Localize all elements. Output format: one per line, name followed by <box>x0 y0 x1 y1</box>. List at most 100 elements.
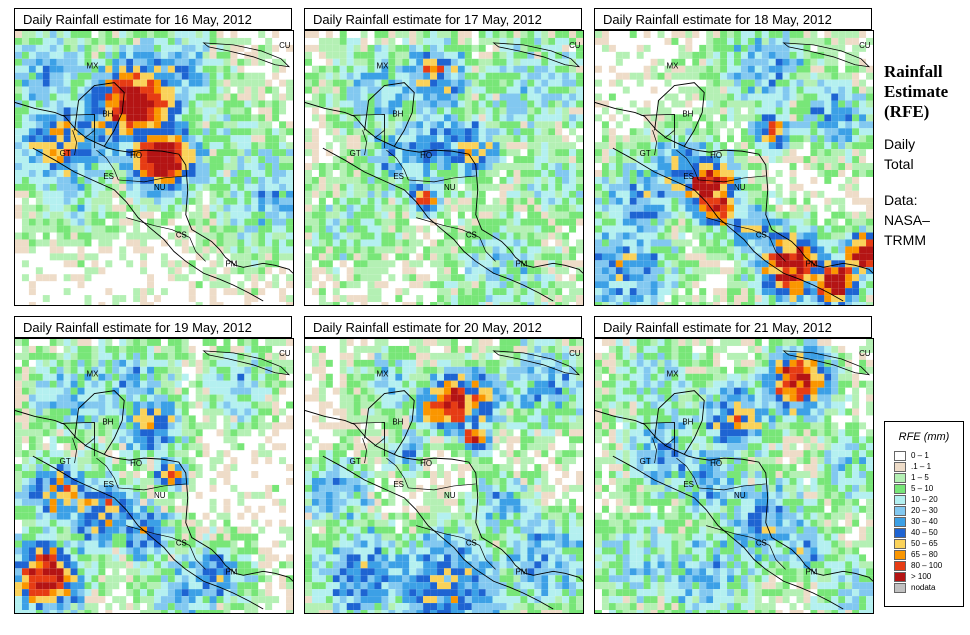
country-label: ES <box>103 172 114 181</box>
country-border <box>416 525 480 546</box>
country-label: ES <box>103 480 114 489</box>
rainfall-map: MX CU BH GT HO ES NU CS PM <box>304 30 584 306</box>
country-border <box>386 149 409 181</box>
country-border <box>189 545 206 570</box>
country-border <box>362 130 367 156</box>
country-label: NU <box>444 183 456 192</box>
legend-item: 5 – 10 <box>894 483 963 494</box>
legend-label: nodata <box>911 583 936 592</box>
country-label: PM <box>515 259 527 268</box>
country-label: HO <box>130 459 142 468</box>
country-label: GT <box>640 149 651 158</box>
legend-swatch <box>894 462 906 472</box>
pacific-coastline <box>322 147 554 302</box>
legend-swatch <box>894 583 906 593</box>
country-label: PM <box>225 259 237 268</box>
country-label: MX <box>666 370 679 379</box>
pacific-coastline <box>612 455 844 610</box>
country-label: ES <box>393 172 404 181</box>
rainfall-cells <box>15 31 293 305</box>
pacific-coastline <box>612 147 844 302</box>
country-label: PM <box>805 259 817 268</box>
caribbean-coastline <box>595 102 873 274</box>
country-border <box>118 483 186 491</box>
country-label: MX <box>376 370 389 379</box>
rainfall-map: MX CU BH GT HO ES NU CS PM <box>594 338 874 614</box>
country-border <box>118 175 186 183</box>
country-border <box>652 130 657 156</box>
rainfall-map-canvas: MX CU BH GT HO ES NU CS PM <box>15 339 293 613</box>
legend-item: nodata <box>894 582 963 593</box>
cuba-outline <box>782 42 871 68</box>
legend-swatch <box>894 572 906 582</box>
legend-label: 40 – 50 <box>911 528 938 537</box>
country-border <box>706 525 770 546</box>
rainfall-map-canvas: MX CU BH GT HO ES NU CS PM <box>305 339 583 613</box>
legend-item: 0 – 1 <box>894 450 963 461</box>
country-label: BH <box>392 417 403 426</box>
country-label: BH <box>102 417 113 426</box>
rainfall-map: MX CU BH GT HO ES NU CS PM <box>594 30 874 306</box>
caribbean-coastline <box>595 410 873 582</box>
cuba-outline <box>492 42 581 68</box>
country-label: PM <box>515 567 527 576</box>
legend-item: 10 – 20 <box>894 494 963 505</box>
country-label: NU <box>154 183 166 192</box>
country-border <box>769 545 786 570</box>
title-line: Rainfall <box>884 62 943 81</box>
rainfall-map-panel: Daily Rainfall estimate for 17 May, 2012… <box>304 8 584 306</box>
country-border <box>652 438 657 464</box>
subtitle-line: Daily <box>884 136 916 152</box>
legend-swatch <box>894 484 906 494</box>
country-label: CS <box>176 230 187 239</box>
rfe-legend: RFE (mm) 0 – 1 .1 – 1 1 – 5 5 – 10 10 – 20 20… <box>884 421 964 607</box>
rainfall-cells <box>595 31 873 305</box>
sidebar-data-source: Data: NASA– TRMM <box>884 190 970 250</box>
cuba-outline <box>202 350 291 376</box>
subtitle-line: Total <box>884 156 914 172</box>
panel-title: Daily Rainfall estimate for 19 May, 2012 <box>14 316 292 338</box>
legend-label: 30 – 40 <box>911 517 938 526</box>
country-label: CS <box>466 230 477 239</box>
country-label: HO <box>420 459 432 468</box>
country-label: ES <box>683 480 694 489</box>
legend-label: 50 – 65 <box>911 539 938 548</box>
country-label: GT <box>60 457 71 466</box>
yucatan-coastline <box>74 390 125 455</box>
country-label: MX <box>86 62 99 71</box>
legend-item: 40 – 50 <box>894 527 963 538</box>
country-border <box>698 483 766 491</box>
country-border <box>706 217 770 238</box>
data-line: NASA– <box>884 212 930 228</box>
legend-swatch <box>894 561 906 571</box>
rainfall-map: MX CU BH GT HO ES NU CS PM <box>14 30 294 306</box>
caribbean-coastline <box>305 102 583 274</box>
country-label: PM <box>225 567 237 576</box>
rainfall-cells <box>305 31 583 305</box>
country-border <box>408 175 476 183</box>
pacific-coastline <box>322 455 554 610</box>
yucatan-coastline <box>74 82 125 147</box>
country-border <box>408 483 476 491</box>
caribbean-coastline <box>15 410 293 582</box>
cuba-outline <box>202 42 291 68</box>
country-label: HO <box>710 151 722 160</box>
caribbean-coastline <box>15 102 293 274</box>
data-line: Data: <box>884 192 918 208</box>
country-label: CU <box>569 349 581 358</box>
legend-item: 65 – 80 <box>894 549 963 560</box>
sidebar-info: Rainfall Estimate (RFE) Daily Total Data… <box>884 62 970 250</box>
country-label: CS <box>176 538 187 547</box>
rainfall-map-canvas: MX CU BH GT HO ES NU CS PM <box>15 31 293 305</box>
panel-title: Daily Rainfall estimate for 21 May, 2012 <box>594 316 872 338</box>
country-border <box>72 130 77 156</box>
country-border <box>189 237 206 262</box>
title-line: (RFE) <box>884 102 930 121</box>
country-label: NU <box>154 491 166 500</box>
rainfall-cells <box>15 339 293 613</box>
rainfall-cells <box>595 339 873 613</box>
country-label: CU <box>569 41 581 50</box>
country-label: BH <box>682 109 693 118</box>
panel-title: Daily Rainfall estimate for 17 May, 2012 <box>304 8 582 30</box>
pacific-coastline <box>32 147 264 302</box>
